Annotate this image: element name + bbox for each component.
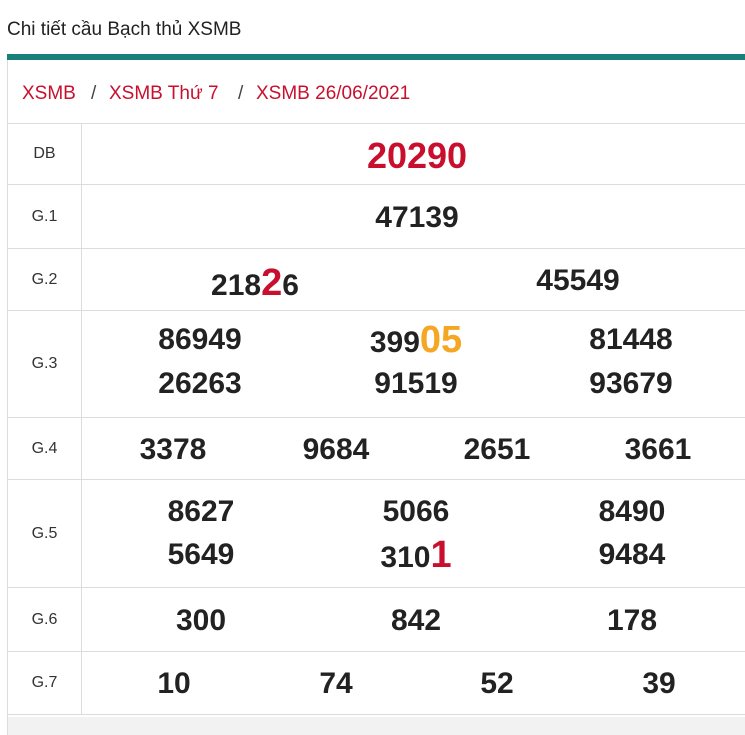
- title-bar: Chi tiết cầu Bạch thủ XSMB: [0, 0, 745, 54]
- prize-number: 47139: [375, 201, 459, 234]
- prize-number: 81448: [589, 323, 673, 356]
- prize-label: DB: [8, 124, 82, 184]
- breadcrumb-link-xsmb-thu-7[interactable]: XSMB Thứ 7: [109, 83, 219, 104]
- prize-label: G.5: [8, 480, 82, 587]
- prize-number: 86949: [158, 323, 242, 356]
- prize-number: 3661: [624, 433, 692, 466]
- prize-number: 91519: [374, 367, 458, 400]
- prize-label: G.7: [8, 652, 82, 714]
- table-row-g1: G.1 47139: [8, 185, 745, 249]
- table-row-g4: G.4 3378 9684 2651 3661: [8, 418, 745, 480]
- table-row-db: DB 20290: [8, 124, 745, 185]
- prize-label: G.2: [8, 249, 82, 310]
- prize-number: 52: [480, 667, 514, 700]
- table-row-g6: G.6 300 842 178: [8, 588, 745, 652]
- prize-number: 39: [642, 667, 676, 700]
- breadcrumb: XSMB / XSMB Thứ 7 / XSMB 26/06/2021: [8, 60, 745, 124]
- special-prize-number: 20290: [366, 135, 468, 176]
- prize-number: 39905: [369, 319, 463, 361]
- prize-number: 8627: [167, 495, 235, 528]
- prize-number: 10: [157, 667, 191, 700]
- table-row-g5: G.5 8627 5066 8490 5649 3101 9484: [8, 480, 745, 588]
- breadcrumb-link-xsmb[interactable]: XSMB: [22, 83, 76, 104]
- results-panel: XSMB / XSMB Thứ 7 / XSMB 26/06/2021 DB 2…: [7, 60, 745, 735]
- prize-number: 21826: [211, 262, 299, 304]
- prize-number: 26263: [158, 367, 242, 400]
- prize-number: 45549: [536, 264, 620, 297]
- accent-bar: [7, 54, 745, 60]
- prize-number: 178: [606, 604, 658, 637]
- prize-number: 8490: [598, 495, 666, 528]
- prize-number: 842: [390, 604, 442, 637]
- page-title: Chi tiết cầu Bạch thủ XSMB: [7, 19, 242, 40]
- prize-number: 5649: [167, 538, 235, 571]
- prize-label: G.1: [8, 185, 82, 248]
- breadcrumb-separator: /: [91, 83, 97, 104]
- prize-number: 5066: [382, 495, 450, 528]
- table-row-g3: G.3 86949 39905 81448 26263 91519 93679: [8, 311, 745, 418]
- prize-number: 300: [175, 604, 227, 637]
- prize-label: G.3: [8, 311, 82, 417]
- breadcrumb-separator: /: [238, 83, 244, 104]
- prize-number: 9684: [302, 433, 370, 466]
- prize-number: 3101: [380, 534, 452, 576]
- prize-label: G.4: [8, 418, 82, 479]
- prize-number: 9484: [598, 538, 666, 571]
- prize-number: 3378: [139, 433, 207, 466]
- table-row-g2: G.2 21826 45549: [8, 249, 745, 311]
- breadcrumb-link-xsmb-date[interactable]: XSMB 26/06/2021: [256, 83, 411, 104]
- prize-number: 74: [319, 667, 353, 700]
- prize-number: 93679: [589, 367, 673, 400]
- footer-strip: [8, 717, 745, 735]
- prize-number: 2651: [463, 433, 531, 466]
- prize-label: G.6: [8, 588, 82, 651]
- table-row-g7: G.7 10 74 52 39: [8, 652, 745, 715]
